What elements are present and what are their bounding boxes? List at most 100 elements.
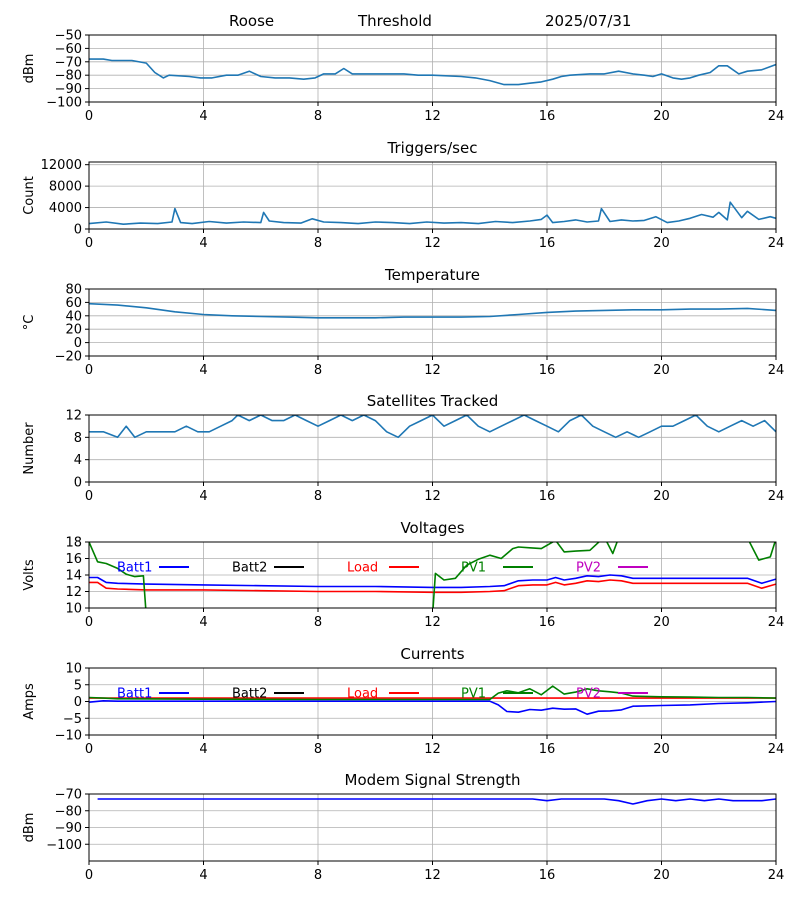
x-tick-label: 0 [85,236,93,251]
series-line-load [89,579,776,594]
chart-title: Temperature [384,266,480,284]
x-tick-label: 0 [85,742,93,757]
chart-title: Modem Signal Strength [345,771,521,789]
legend-label-load: Load [347,561,378,576]
series-group [89,685,776,716]
y-tick-label: −5 [63,712,82,727]
x-tick-label: 20 [653,742,670,757]
series-group [89,542,776,608]
series-line-satellites-0 [89,415,776,439]
chart-title: Triggers/sec [387,139,478,157]
y-tick-label: 12000 [41,158,82,173]
x-tick-label: 20 [653,489,670,504]
x-tick-label: 0 [85,489,93,504]
x-tick-label: 20 [653,109,670,124]
x-tick-label: 8 [314,363,322,378]
y-axis-label: Number [22,422,37,475]
y-tick-label: −90 [55,821,82,836]
y-tick-label: −70 [55,788,82,803]
x-tick-label: 0 [85,363,93,378]
series-line-batt1 [89,699,776,716]
legend-label-batt2: Batt2 [232,561,267,576]
y-axis-label: Count [22,176,37,215]
series-group [89,415,776,439]
x-tick-label: 4 [199,489,207,504]
x-tick-label: 16 [539,109,556,124]
x-tick-label: 24 [768,615,785,630]
y-tick-label: 80 [65,283,82,298]
y-tick-label: −100 [46,96,82,111]
series-line-pv1 [89,685,776,701]
x-tick-label: 16 [539,489,556,504]
series-line-signal-0 [89,58,776,86]
y-tick-label: −80 [55,804,82,819]
y-tick-label: 10 [65,602,82,617]
header-mode: Threshold [358,12,432,30]
y-tick-label: 0 [74,336,82,351]
y-tick-label: 60 [65,296,82,311]
header-station: Roose [229,12,275,30]
legend-label-pv1: PV1 [461,561,486,576]
x-tick-label: 0 [85,109,93,124]
y-tick-label: 0 [74,223,82,238]
x-tick-label: 16 [539,615,556,630]
y-axis-label: dBm [22,813,37,843]
x-tick-label: 4 [199,868,207,883]
x-tick-label: 4 [199,742,207,757]
x-tick-label: 24 [768,868,785,883]
x-tick-label: 12 [424,868,441,883]
y-tick-label: −50 [55,29,82,44]
y-tick-label: 8000 [49,180,82,195]
chart-signal: 0 4 8 12 16 20 24 −100−90−80−70−60−50 dBm [22,29,784,125]
chart-modem: 0 4 8 12 16 20 24 −100 −90 −80−70 Modem Signal Str… [22,771,784,883]
legend-label-batt2: Batt2 [232,687,267,702]
y-tick-label: 10 [65,662,82,677]
chart-triggers: 0 4 8 12 16 20 24 0 4000 8000 12000 Triggers/sec Cou… [22,139,784,251]
x-tick-label: 4 [199,615,207,630]
legend-label-pv2: PV2 [576,561,601,576]
y-tick-label: −80 [55,69,82,84]
y-axis-label: Volts [22,559,37,591]
legend-label-batt1: Batt1 [117,687,152,702]
x-tick-label: 0 [85,868,93,883]
x-tick-label: 12 [424,236,441,251]
x-tick-label: 8 [314,489,322,504]
y-tick-label: 4000 [49,201,82,216]
x-tick-label: 24 [768,742,785,757]
legend-label-load: Load [347,687,378,702]
x-tick-label: 12 [424,615,441,630]
legend-label-pv2: PV2 [576,687,601,702]
x-tick-label: 4 [199,236,207,251]
y-tick-label: −100 [46,838,82,853]
y-tick-label: 18 [65,536,82,551]
series-group [89,201,776,225]
x-tick-label: 16 [539,363,556,378]
x-tick-label: 24 [768,489,785,504]
x-tick-label: 20 [653,236,670,251]
y-tick-label: 0 [74,695,82,710]
y-tick-label: −10 [55,729,82,744]
chart-title: Currents [400,645,464,663]
legend-label-batt1: Batt1 [117,561,152,576]
x-tick-label: 12 [424,489,441,504]
series-group [89,58,776,86]
x-tick-label: 20 [653,615,670,630]
x-tick-label: 4 [199,109,207,124]
x-tick-label: 16 [539,236,556,251]
y-tick-label: 14 [65,569,82,584]
series-line-pv1 [89,542,776,608]
y-axis-label: dBm [22,54,37,84]
y-tick-label: 16 [65,552,82,567]
series-line-modem-0 [97,798,776,805]
series-line-batt1 [89,574,776,589]
y-tick-label: 5 [74,678,82,693]
y-tick-label: 8 [74,431,82,446]
y-axis-label: °C [22,315,37,331]
y-tick-label: −70 [55,55,82,70]
x-tick-label: 24 [768,109,785,124]
